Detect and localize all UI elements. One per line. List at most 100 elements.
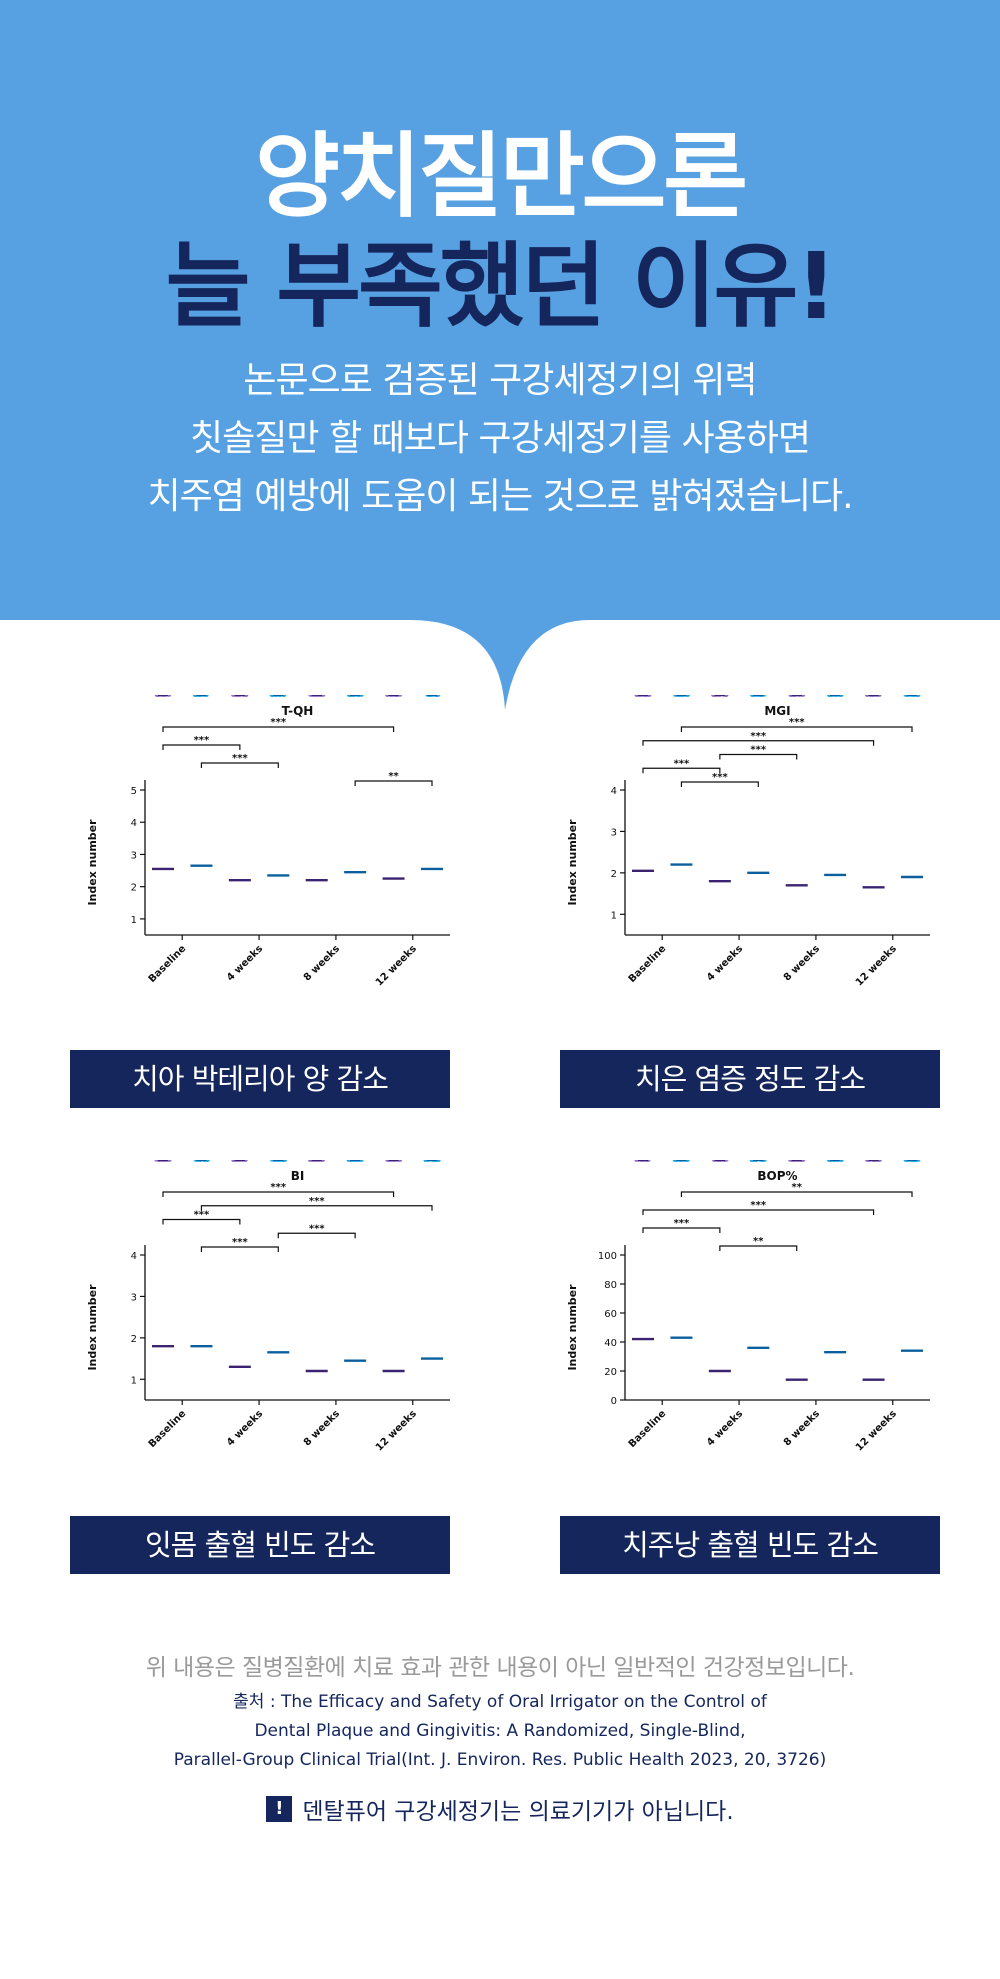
significance-bracket xyxy=(162,1218,241,1225)
intro-line: 논문으로 검증된 구강세정기의 위력 xyxy=(243,360,757,401)
data-point xyxy=(877,1160,882,1162)
chart-tqh: T-QH Index number 1 2 3 4 5 Baseline 4 weeks 8 we… xyxy=(86,695,450,988)
significance-bracket xyxy=(354,780,433,786)
significance-bracket xyxy=(200,1246,279,1252)
y-tick-label: 40 xyxy=(604,1338,617,1349)
data-point xyxy=(724,695,729,697)
data-point xyxy=(231,695,235,697)
data-point xyxy=(903,1160,907,1162)
data-point xyxy=(321,1160,325,1162)
data-point xyxy=(839,1160,844,1162)
chart-title: BOP% xyxy=(757,1169,797,1183)
significance-label: *** xyxy=(750,731,766,742)
intro-text: 논문으로 검증된 구강세정기의 위력 칫솔질만 할 때보다 구강세정기를 사용하… xyxy=(0,352,1000,526)
data-point xyxy=(206,1160,210,1162)
significance-label: *** xyxy=(750,1200,766,1211)
x-tick-label: 8 weeks xyxy=(782,943,822,983)
source-line: Parallel-Group Clinical Trial(Int. J. En… xyxy=(173,1750,827,1770)
significance-label: *** xyxy=(309,1196,325,1207)
data-point xyxy=(827,695,831,697)
significance-bracket xyxy=(642,740,875,746)
y-tick-label: 4 xyxy=(611,786,617,797)
source-citation: 출처 : The Efficacy and Safety of Oral Irr… xyxy=(0,1688,1000,1775)
significance-label: *** xyxy=(789,717,805,728)
chart-title: BI xyxy=(291,1169,305,1183)
data-point xyxy=(634,695,639,697)
data-point xyxy=(424,1160,428,1162)
significance-bracket xyxy=(162,726,395,732)
significance-label: *** xyxy=(232,753,248,764)
data-point xyxy=(436,695,440,697)
data-point xyxy=(167,695,171,697)
y-tick-label: 4 xyxy=(131,1251,137,1262)
y-tick-label: 2 xyxy=(611,869,617,880)
significance-label: *** xyxy=(674,758,690,769)
source-line: 출처 : The Efficacy and Safety of Oral Irr… xyxy=(233,1692,767,1712)
y-tick-label: 5 xyxy=(131,786,137,797)
y-tick-label: 80 xyxy=(604,1280,617,1291)
x-tick-label: 8 weeks xyxy=(782,1408,822,1448)
chart-title: MGI xyxy=(764,704,790,718)
y-tick-label: 3 xyxy=(611,827,617,838)
x-tick-label: Baseline xyxy=(627,943,669,985)
x-tick-label: Baseline xyxy=(627,1408,669,1450)
x-tick-label: 8 weeks xyxy=(302,943,342,983)
data-point xyxy=(762,1160,767,1162)
y-tick-label: 3 xyxy=(131,850,137,861)
chart-mgi: MGI Index number 1 2 3 4 Baseline 4 weeks 8 week… xyxy=(566,695,930,988)
caption-bacteria: 치아 박테리아 양 감소 xyxy=(70,1050,450,1108)
significance-bracket xyxy=(719,753,798,760)
notice: ! 덴탈퓨어 구강세정기는 의료기기가 아닙니다. xyxy=(0,1792,1000,1826)
significance-bracket xyxy=(680,1191,913,1197)
data-point xyxy=(864,695,869,697)
x-tick-label: 12 weeks xyxy=(854,943,899,988)
data-point xyxy=(839,695,843,697)
data-point xyxy=(360,1160,364,1162)
x-tick-label: 12 weeks xyxy=(854,1408,899,1453)
y-axis-label: Index number xyxy=(86,1284,99,1371)
significance-bracket xyxy=(200,1205,433,1211)
y-tick-label: 20 xyxy=(604,1367,617,1378)
significance-bracket xyxy=(162,744,241,750)
x-tick-label: 12 weeks xyxy=(374,1408,419,1453)
significance-bracket xyxy=(719,1245,798,1251)
significance-label: *** xyxy=(194,1210,210,1221)
notice-text: 덴탈퓨어 구강세정기는 의료기기가 아닙니다. xyxy=(302,1799,734,1825)
x-tick-label: 4 weeks xyxy=(705,1408,745,1448)
significance-bracket xyxy=(200,762,279,768)
significance-bracket xyxy=(162,1191,395,1197)
data-point xyxy=(269,695,274,697)
data-point xyxy=(673,1160,677,1162)
significance-label: *** xyxy=(270,717,286,728)
data-point xyxy=(398,695,403,697)
y-tick-label: 0 xyxy=(611,1396,617,1407)
data-point xyxy=(712,695,716,697)
data-point xyxy=(385,695,390,697)
chart-bi: BI Index number 1 2 3 4 Baseline 4 weeks 8 weeks… xyxy=(86,1160,450,1453)
significance-label: *** xyxy=(270,1182,286,1193)
y-tick-label: 60 xyxy=(604,1309,617,1320)
y-tick-label: 100 xyxy=(598,1251,617,1262)
significance-bracket xyxy=(642,767,721,774)
data-point xyxy=(244,695,249,697)
caption-gum-bleeding: 잇몸 출혈 빈도 감소 xyxy=(70,1516,450,1574)
data-point xyxy=(283,1160,287,1162)
x-tick-label: 4 weeks xyxy=(705,943,745,983)
y-tick-label: 4 xyxy=(131,818,137,829)
data-point xyxy=(916,1160,920,1162)
data-point xyxy=(801,695,806,697)
x-tick-label: 4 weeks xyxy=(225,943,265,983)
hero-banner xyxy=(0,0,1000,620)
data-point xyxy=(154,1160,158,1162)
disclaimer-text: 위 내용은 질병질환에 치료 효과 관한 내용이 아닌 일반적인 건강정보입니다… xyxy=(145,1655,855,1681)
data-point xyxy=(232,1160,236,1162)
y-tick-label: 1 xyxy=(611,910,617,921)
data-point xyxy=(865,1160,869,1162)
significance-label: *** xyxy=(712,772,728,783)
caption-gingival-inflammation: 치은 염증 정도 감소 xyxy=(560,1050,940,1108)
significance-bracket xyxy=(642,1227,721,1233)
x-tick-label: 8 weeks xyxy=(302,1408,342,1448)
significance-bracket xyxy=(277,1232,356,1239)
x-tick-label: Baseline xyxy=(147,1408,189,1450)
significance-label: *** xyxy=(674,1218,690,1229)
